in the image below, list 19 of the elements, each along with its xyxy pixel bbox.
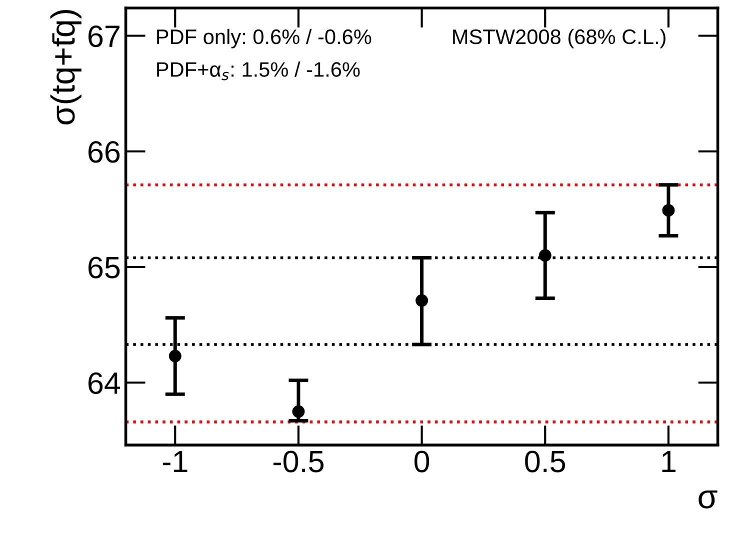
point — [416, 294, 428, 307]
x-tick-label: 0 — [414, 450, 430, 472]
y-tick-label: 67 — [88, 25, 120, 48]
x-tick-label: 1 — [662, 451, 676, 472]
annotation: PDF+α$_{s}$: 1.5% / -1.6% — [157, 62, 360, 80]
point — [662, 204, 675, 217]
y-tick-label: 65 — [88, 256, 120, 278]
point — [538, 249, 552, 262]
x-tick-label: -1 — [162, 451, 188, 472]
point — [168, 350, 182, 362]
y-axis-title: σ(tq+t̄q) — [50, 10, 82, 124]
x-axis-title: σ — [698, 490, 718, 508]
annotation: PDF only: 0.6% / -0.6% — [157, 28, 372, 48]
y-tick-label: 66 — [88, 141, 120, 163]
x-tick-label: -0.5 — [274, 450, 324, 472]
annotation: MSTW2008 (68% C.L.) — [453, 28, 666, 48]
x-tick-label: 0.5 — [525, 450, 566, 472]
y-tick-label: 64 — [88, 372, 120, 394]
point — [292, 405, 305, 418]
